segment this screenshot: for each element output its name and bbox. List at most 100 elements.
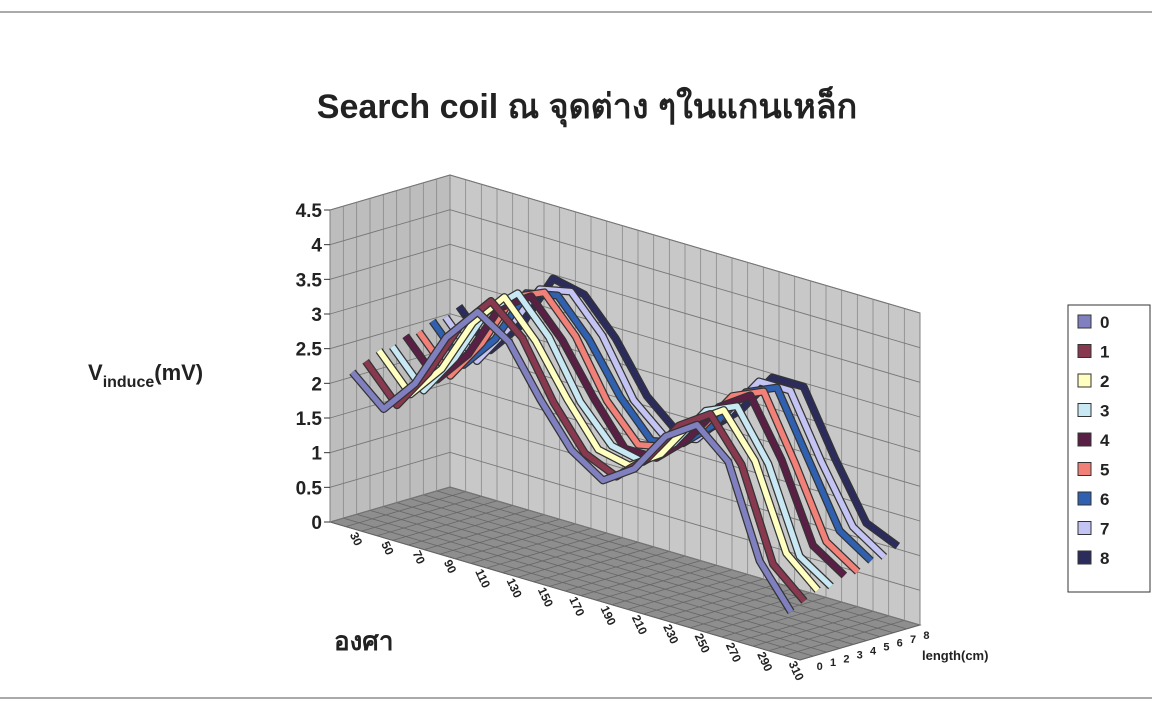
legend-swatch: [1077, 550, 1092, 565]
y-tick-label: 4.5: [296, 201, 323, 222]
legend-label: 1: [1100, 343, 1109, 362]
series-line: [363, 298, 807, 603]
x-axis-label: องศา: [334, 626, 393, 656]
x-tick-label: 210: [629, 613, 650, 637]
y-tick-label: 4: [311, 236, 322, 257]
floor-grid: [643, 578, 764, 615]
y-tick-label: 3: [311, 305, 322, 326]
series-line: [390, 290, 833, 589]
x-tick-label: 170: [566, 594, 587, 618]
x-tick-label: 290: [754, 650, 775, 674]
x-tick-label: 230: [660, 622, 681, 646]
floor-depth-grid: [356, 513, 827, 653]
floor-depth-grid: [329, 521, 801, 661]
series-line: [350, 309, 794, 614]
x-tick-label: 150: [535, 585, 556, 609]
y-label-unit: (mV): [154, 360, 203, 385]
x-tick-label: 110: [472, 567, 493, 591]
depth-tick-label: 3: [857, 649, 863, 661]
grid-line: [329, 417, 921, 557]
depth-tick-label: 1: [830, 657, 836, 669]
floor-grid: [486, 532, 607, 569]
y-tick-label: 0: [311, 513, 322, 534]
legend-label: 3: [1100, 402, 1109, 421]
x-tick-label: 90: [441, 558, 459, 576]
grid-line: [329, 313, 921, 453]
legend-swatch: [1077, 373, 1092, 388]
grid-line: [329, 486, 921, 626]
legend-swatch: [1077, 491, 1092, 506]
floor-depth-grid: [343, 517, 814, 657]
floor-grid: [721, 601, 842, 638]
floor-grid: [376, 500, 498, 537]
legend-label: 7: [1100, 520, 1109, 539]
floor-grid: [361, 495, 482, 532]
floor-grid: [674, 587, 795, 624]
floor-grid: [439, 518, 560, 555]
floor-grid: [611, 569, 733, 606]
legend-swatch: [1077, 403, 1092, 417]
y-tick-label: 1.5: [296, 409, 323, 430]
floor-depth-grid: [396, 502, 867, 641]
depth-tick-label: 0: [817, 661, 823, 673]
y-tick-label: 1: [311, 444, 322, 465]
legend-label: 5: [1100, 461, 1109, 480]
floor-grid: [580, 560, 701, 596]
floor-grid: [470, 528, 592, 564]
legend-label: 2: [1100, 372, 1109, 391]
floor-grid: [690, 592, 811, 629]
x-tick-label: 130: [504, 576, 525, 600]
y-tick-label: 2: [311, 374, 322, 395]
depth-axis-label: length(cm): [922, 648, 988, 663]
floor-grid: [455, 523, 576, 560]
x-tick-label: 250: [692, 631, 713, 655]
y-label-subscript: induce: [103, 374, 155, 391]
legend-label: 0: [1100, 313, 1109, 332]
legend-label: 4: [1100, 431, 1110, 450]
floor-grid: [549, 551, 670, 587]
floor-depth-grid: [369, 509, 841, 649]
depth-tick-label: 8: [923, 630, 929, 642]
floor-grid: [517, 541, 639, 578]
floor-grid: [627, 574, 748, 610]
depth-tick-label: 5: [883, 642, 889, 654]
y-label-main: V: [88, 360, 103, 385]
floor-grid: [502, 537, 623, 573]
floor-depth-grid: [409, 498, 881, 638]
y-axis-label: Vinduce(mV): [88, 360, 203, 391]
grid-line: [329, 174, 921, 314]
legend-swatch: [1077, 314, 1092, 329]
floor-grid: [658, 583, 780, 619]
floor-grid: [408, 509, 529, 546]
x-tick-label: 270: [723, 640, 744, 664]
depth-tick-label: 2: [843, 653, 849, 665]
depth-tick-label: 6: [897, 638, 903, 650]
floor-grid: [392, 505, 513, 541]
legend-label: 6: [1100, 490, 1109, 509]
x-tick-label: 310: [786, 659, 807, 683]
depth-tick-label: 7: [910, 634, 916, 646]
series-line: [376, 294, 820, 592]
x-tick-label: 30: [347, 530, 365, 548]
floor-grid: [705, 597, 827, 633]
floor-grid: [799, 624, 921, 661]
grid-line: [329, 243, 921, 383]
floor-depth-grid: [436, 490, 907, 630]
chart-title: Search coil ณ จุดต่าง ๆในแกนเหล็ก: [317, 85, 857, 128]
grid-line: [329, 209, 921, 349]
depth-tick-label: 4: [870, 646, 877, 658]
floor-grid: [784, 620, 905, 656]
floor-grid: [768, 615, 889, 652]
x-tick-label: 190: [598, 604, 619, 628]
floor-grid: [737, 606, 858, 642]
x-tick-label: 50: [378, 539, 396, 557]
y-tick-label: 0.5: [296, 478, 323, 499]
legend-swatch: [1077, 432, 1092, 447]
floor-grid: [596, 564, 717, 601]
grid-line: [329, 278, 921, 418]
floor-grid: [345, 491, 466, 527]
y-tick-label: 3.5: [296, 270, 323, 291]
legend-swatch: [1077, 462, 1092, 476]
